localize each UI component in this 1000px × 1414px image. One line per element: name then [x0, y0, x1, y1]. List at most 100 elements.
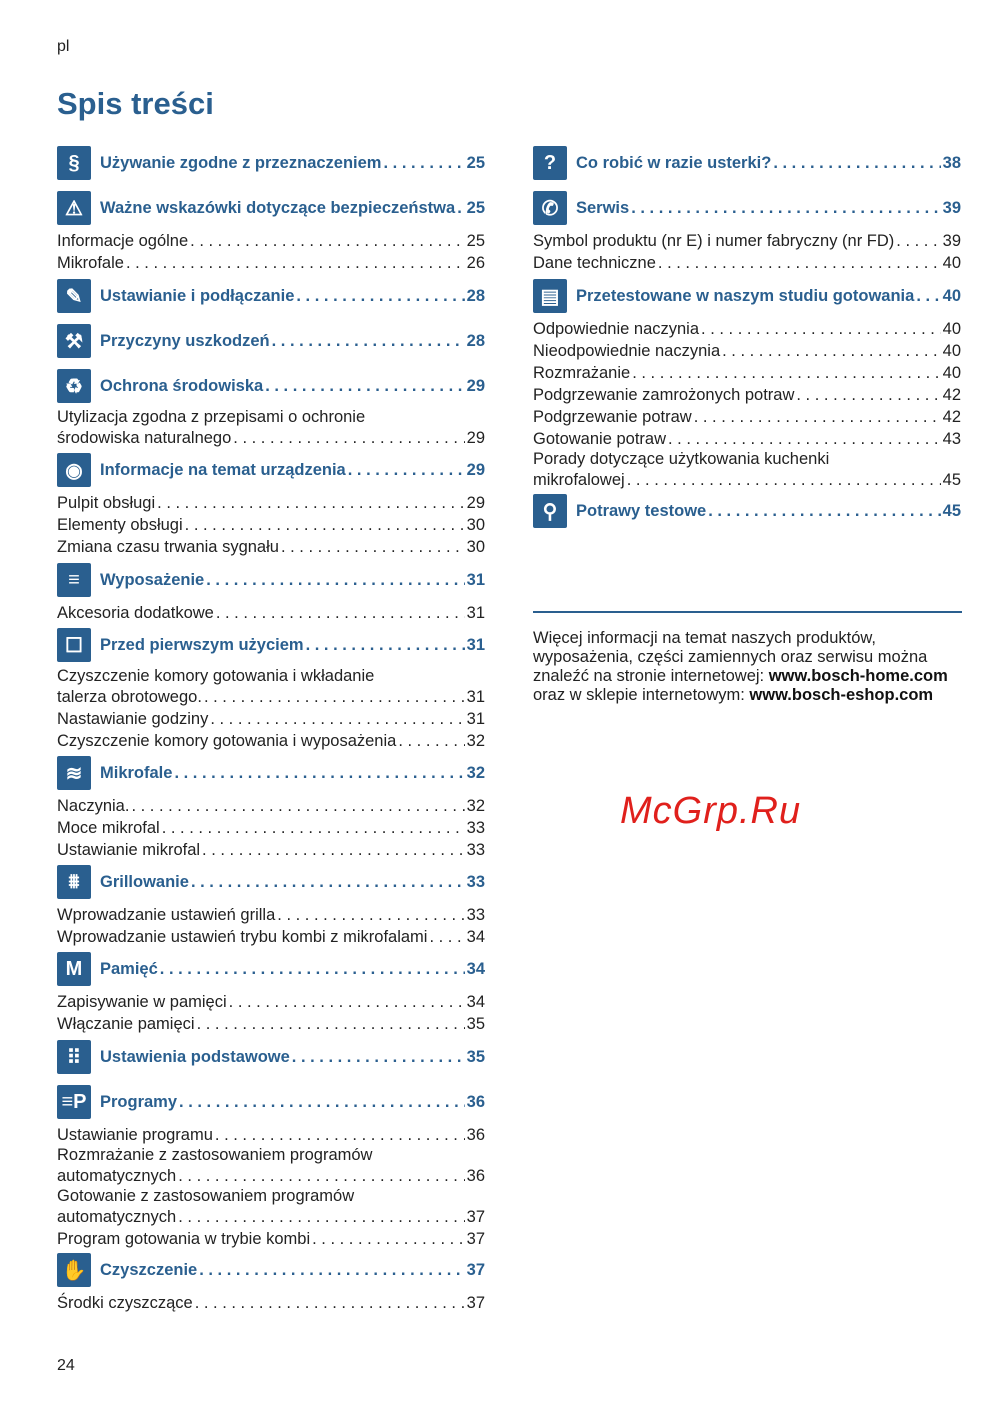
toc-entry[interactable]: Odpowiednie naczynia 40 — [533, 318, 961, 340]
section-heading[interactable]: ≡P Programy 36 — [57, 1085, 485, 1119]
toc-entry[interactable]: Nastawianie godziny 31 — [57, 708, 485, 730]
entry-title: Pulpit obsługi — [57, 494, 156, 512]
entry-page: 34 — [466, 928, 485, 946]
entry-page: 31 — [466, 604, 485, 622]
section-title: Mikrofale — [100, 763, 173, 782]
dot-leader — [265, 377, 464, 396]
section-heading[interactable]: M Pamięć 34 — [57, 952, 485, 986]
section-page: 25 — [466, 153, 485, 172]
section-page: 37 — [466, 1260, 485, 1279]
toc-entry[interactable]: Nieodpowiednie naczynia 40 — [533, 340, 961, 362]
toc-entry[interactable]: talerza obrotowego. 31 — [57, 686, 485, 708]
section-heading[interactable]: ⠿ Ustawienia podstawowe 35 — [57, 1040, 485, 1074]
toc-entry[interactable]: Podgrzewanie potraw 42 — [533, 406, 961, 428]
section-page: 29 — [466, 460, 485, 479]
toc-entry[interactable]: Informacje ogólne 25 — [57, 230, 485, 252]
environment-icon: ♻ — [57, 369, 91, 403]
section-heading[interactable]: ⚲ Potrawy testowe 45 — [533, 494, 961, 528]
entry-title: mikrofalowej — [533, 471, 625, 489]
section-heading[interactable]: ▤ Przetestowane w naszym studiu gotowani… — [533, 279, 961, 313]
entry-title: Naczynia. — [57, 797, 130, 815]
website-link[interactable]: www.bosch-home.com — [768, 667, 948, 685]
toc-entry[interactable]: Elementy obsługi 30 — [57, 514, 485, 536]
section-heading[interactable]: ≋ Mikrofale 32 — [57, 756, 485, 790]
section-heading[interactable]: § Używanie zgodne z przeznaczeniem 25 — [57, 146, 485, 180]
entry-page: 29 — [466, 429, 485, 447]
dot-leader — [162, 817, 465, 839]
toc-section: ≡P Programy 36 Ustawianie programu 36 Rozmra… — [57, 1085, 485, 1250]
toc-entry[interactable]: Dane techniczne 40 — [533, 252, 961, 274]
dot-leader — [383, 154, 464, 173]
entry-title: Informacje ogólne — [57, 232, 189, 250]
toc-entry[interactable]: Moce mikrofal 33 — [57, 817, 485, 839]
dot-leader — [631, 199, 940, 218]
entry-page: 36 — [466, 1126, 485, 1144]
section-heading[interactable]: ☐ Przed pierwszym użyciem 31 — [57, 628, 485, 662]
entry-title: Moce mikrofal — [57, 819, 160, 837]
toc-entry[interactable]: Wprowadzanie ustawień grilla 33 — [57, 904, 485, 926]
entry-title: Odpowiednie naczynia — [533, 320, 700, 338]
entry-text-line: Gotowanie z zastosowaniem programów — [57, 1187, 355, 1205]
section-heading[interactable]: ✎ Ustawianie i podłączanie 28 — [57, 279, 485, 313]
section-heading[interactable]: ✆ Serwis 39 — [533, 191, 961, 225]
recipe-book-icon: ▤ — [533, 279, 567, 313]
section-heading[interactable]: ⚒ Przyczyny uszkodzeń 28 — [57, 324, 485, 358]
dot-leader — [215, 1124, 465, 1146]
footer-line: Więcej informacji na temat naszych produ… — [533, 629, 876, 647]
dot-leader — [722, 340, 941, 362]
toc-entry[interactable]: środowiska naturalnego 29 — [57, 427, 485, 449]
watermark: McGrp.Ru — [620, 790, 802, 832]
toc-entry[interactable]: Środki czyszczące 37 — [57, 1292, 485, 1314]
toc-entry[interactable]: Pulpit obsługi 29 — [57, 492, 485, 514]
section-heading[interactable]: ♻ Ochrona środowiska 29 — [57, 369, 485, 403]
section-heading[interactable]: ⚠ Ważne wskazówki dotyczące bezpieczeńst… — [57, 191, 485, 225]
page-title: Spis treści — [57, 86, 214, 121]
toc-section: ☐ Przed pierwszym użyciem 31 Czyszczenie k… — [57, 628, 485, 752]
toc-entry[interactable]: Ustawianie mikrofal 33 — [57, 839, 485, 861]
dot-leader — [202, 839, 465, 861]
section-heading[interactable]: ? Co robić w razie usterki? 38 — [533, 146, 961, 180]
section-title: Przyczyny uszkodzeń — [100, 331, 270, 350]
toc-entry[interactable]: Podgrzewanie zamrożonych potraw 42 — [533, 384, 961, 406]
toc-entry[interactable]: mikrofalowej 45 — [533, 469, 961, 491]
entry-title: Mikrofale — [57, 254, 124, 272]
toc-section: ✋ Czyszczenie 37 Środki czyszczące 37 — [57, 1253, 485, 1314]
toc-entry[interactable]: Wprowadzanie ustawień trybu kombi z mikr… — [57, 926, 485, 948]
dot-leader — [658, 252, 941, 274]
eshop-link[interactable]: www.bosch-eshop.com — [749, 686, 934, 704]
toc-entry[interactable]: Zapisywanie w pamięci 34 — [57, 991, 485, 1013]
toc-entry[interactable]: Rozmrażanie 40 — [533, 362, 961, 384]
section-heading[interactable]: ◉ Informacje na temat urządzenia 29 — [57, 453, 485, 487]
toc-entry[interactable]: Mikrofale 26 — [57, 252, 485, 274]
toc-entry[interactable]: Gotowanie potraw 43 — [533, 428, 961, 450]
toc-entry[interactable]: Symbol produktu (nr E) i numer fabryczny… — [533, 230, 961, 252]
toc-entry[interactable]: Program gotowania w trybie kombi 37 — [57, 1228, 485, 1250]
programs-icon: ≡P — [57, 1085, 91, 1119]
toc-entry[interactable]: Czyszczenie komory gotowania i wyposażen… — [57, 730, 485, 752]
dot-leader — [179, 1093, 465, 1112]
toc-section: ✎ Ustawianie i podłączanie 28 — [57, 279, 485, 313]
toc-entry[interactable]: Naczynia. 32 — [57, 795, 485, 817]
toc-entry[interactable]: Zmiana czasu trwania sygnału 30 — [57, 536, 485, 558]
entry-page: 40 — [942, 364, 961, 382]
entry-page: 30 — [466, 516, 485, 534]
entry-title: środowiska naturalnego — [57, 429, 232, 447]
dot-leader — [178, 1206, 464, 1228]
section-heading[interactable]: ✋ Czyszczenie 37 — [57, 1253, 485, 1287]
dot-leader — [199, 1261, 464, 1280]
section-title: Wyposażenie — [100, 570, 205, 589]
section-title: Przetestowane w naszym studiu gotowania — [576, 286, 915, 305]
toc-entry[interactable]: Akcesoria dodatkowe 31 — [57, 602, 485, 624]
section-page: 31 — [466, 570, 485, 589]
dot-leader — [272, 332, 465, 351]
section-heading[interactable]: ⩩ Grillowanie 33 — [57, 865, 485, 899]
section-title: Potrawy testowe — [576, 501, 707, 520]
toc-entry[interactable]: automatycznych 36 — [57, 1165, 485, 1187]
section-heading[interactable]: ≡ Wyposażenie 31 — [57, 563, 485, 597]
toc-entry[interactable]: automatycznych 37 — [57, 1206, 485, 1228]
divider — [533, 611, 962, 613]
toc-entry[interactable]: Ustawianie programu 36 — [57, 1124, 485, 1146]
section-page: 33 — [466, 872, 485, 891]
section-page: 45 — [942, 501, 961, 520]
toc-entry[interactable]: Włączanie pamięci 35 — [57, 1013, 485, 1035]
